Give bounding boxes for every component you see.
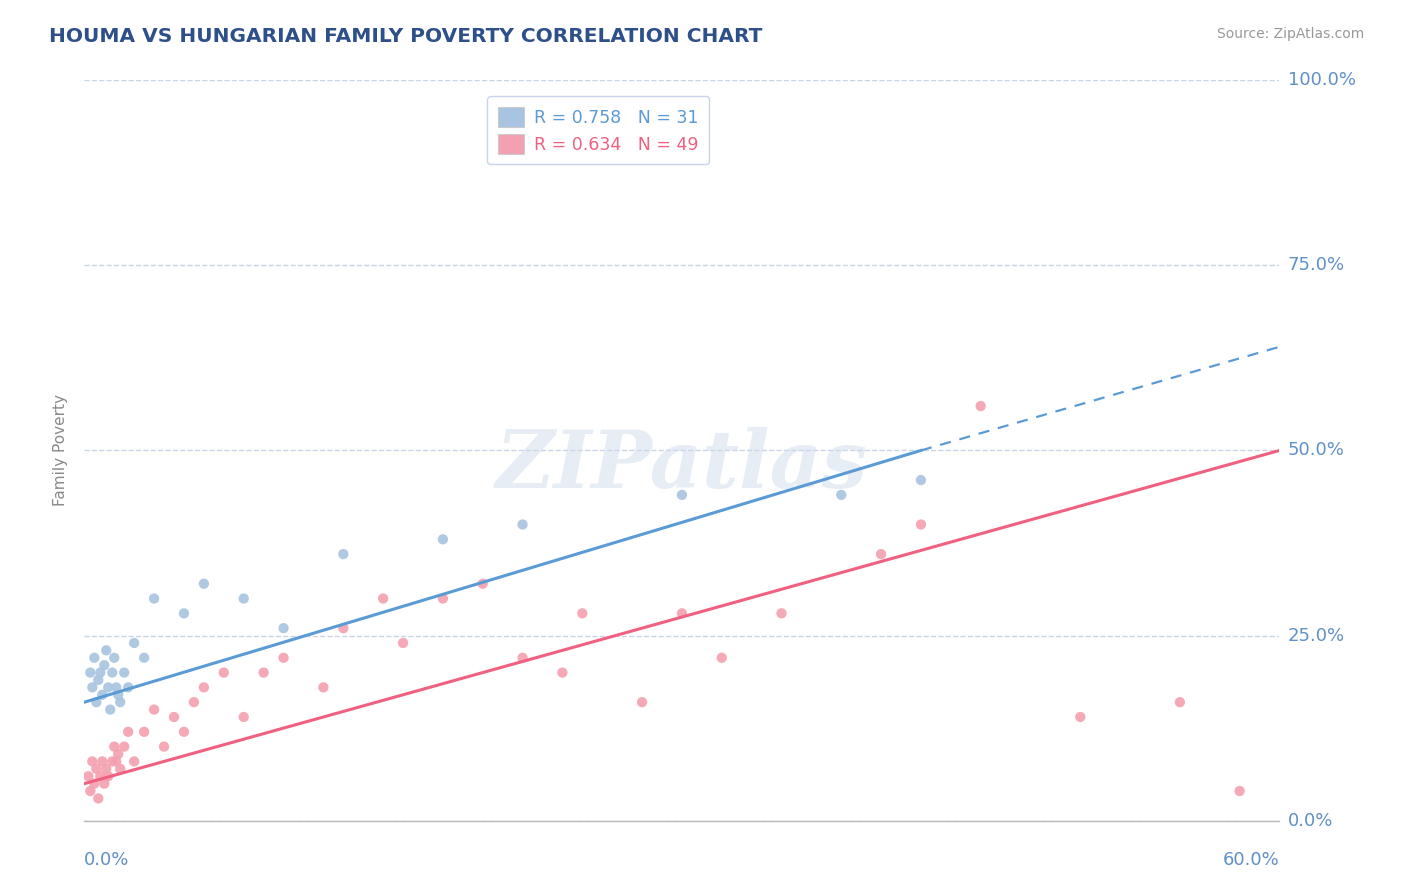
Point xyxy=(373,591,395,606)
Text: 100.0%: 100.0% xyxy=(1288,71,1355,89)
Point xyxy=(91,755,114,769)
Point xyxy=(332,547,354,561)
Point xyxy=(631,695,654,709)
Point xyxy=(512,650,534,665)
Point xyxy=(153,739,176,754)
Point xyxy=(117,681,139,695)
Point xyxy=(83,776,105,791)
Text: 50.0%: 50.0% xyxy=(1288,442,1344,459)
Point xyxy=(87,791,110,805)
Point xyxy=(97,681,120,695)
Point xyxy=(173,724,195,739)
Point xyxy=(910,517,932,532)
Point xyxy=(392,636,415,650)
Point xyxy=(332,621,354,635)
Point xyxy=(671,607,693,621)
Point xyxy=(101,665,124,680)
Legend: R = 0.758   N = 31, R = 0.634   N = 49: R = 0.758 N = 31, R = 0.634 N = 49 xyxy=(488,96,709,164)
Point xyxy=(132,650,156,665)
Point xyxy=(117,724,139,739)
Point xyxy=(232,591,254,606)
Point xyxy=(710,650,733,665)
Point xyxy=(512,517,534,532)
Point xyxy=(432,591,454,606)
Point xyxy=(212,665,235,680)
Text: ZIPatlas: ZIPatlas xyxy=(496,426,868,504)
Point xyxy=(122,755,145,769)
Point xyxy=(1069,710,1091,724)
Point xyxy=(107,688,129,702)
Point xyxy=(273,650,295,665)
Point xyxy=(132,724,156,739)
Point xyxy=(86,695,108,709)
Point xyxy=(77,769,100,783)
Text: 60.0%: 60.0% xyxy=(1223,851,1279,869)
Text: Source: ZipAtlas.com: Source: ZipAtlas.com xyxy=(1216,27,1364,41)
Point xyxy=(910,473,932,487)
Point xyxy=(112,665,135,680)
Point xyxy=(432,533,454,547)
Point xyxy=(312,681,335,695)
Point xyxy=(173,607,195,621)
Point xyxy=(87,673,110,687)
Point xyxy=(105,681,128,695)
Point xyxy=(96,762,118,776)
Point xyxy=(183,695,205,709)
Text: 0.0%: 0.0% xyxy=(1288,812,1333,830)
Point xyxy=(96,643,118,657)
Point xyxy=(103,650,125,665)
Point xyxy=(86,762,108,776)
Point xyxy=(112,739,135,754)
Point xyxy=(93,658,115,673)
Point xyxy=(193,576,215,591)
Point xyxy=(107,747,129,761)
Point xyxy=(110,762,132,776)
Point xyxy=(870,547,893,561)
Point xyxy=(79,665,101,680)
Point xyxy=(671,488,693,502)
Point xyxy=(93,776,115,791)
Point xyxy=(122,636,145,650)
Point xyxy=(571,607,593,621)
Point xyxy=(1229,784,1251,798)
Point xyxy=(101,755,124,769)
Point xyxy=(143,703,166,717)
Point xyxy=(273,621,295,635)
Point xyxy=(91,688,114,702)
Point xyxy=(103,739,125,754)
Point xyxy=(193,681,215,695)
Point xyxy=(97,769,120,783)
Point xyxy=(143,591,166,606)
Point xyxy=(232,710,254,724)
Point xyxy=(970,399,993,413)
Point xyxy=(89,665,111,680)
Y-axis label: Family Poverty: Family Poverty xyxy=(53,394,69,507)
Point xyxy=(253,665,276,680)
Point xyxy=(89,769,111,783)
Point xyxy=(110,695,132,709)
Text: 25.0%: 25.0% xyxy=(1288,626,1346,645)
Point xyxy=(163,710,186,724)
Text: 0.0%: 0.0% xyxy=(84,851,129,869)
Point xyxy=(82,755,104,769)
Point xyxy=(82,681,104,695)
Point xyxy=(770,607,793,621)
Point xyxy=(551,665,574,680)
Point xyxy=(471,576,494,591)
Point xyxy=(105,755,128,769)
Point xyxy=(1168,695,1191,709)
Text: 75.0%: 75.0% xyxy=(1288,256,1346,275)
Point xyxy=(83,650,105,665)
Point xyxy=(79,784,101,798)
Point xyxy=(830,488,852,502)
Text: HOUMA VS HUNGARIAN FAMILY POVERTY CORRELATION CHART: HOUMA VS HUNGARIAN FAMILY POVERTY CORREL… xyxy=(49,27,762,45)
Point xyxy=(98,703,121,717)
